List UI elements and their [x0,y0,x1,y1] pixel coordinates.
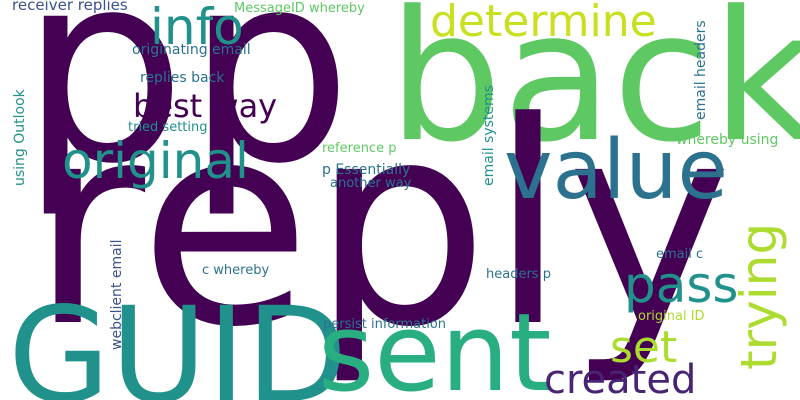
word-p-essentially: p Essentially [322,162,411,178]
word-replies-back: replies back [140,70,225,86]
word-created: created [544,357,697,400]
word-email-headers: email headers [693,20,709,120]
word-p-1: p [20,0,187,221]
word-determine: determine [430,0,657,47]
word-originating-email: originating email [132,42,251,58]
word-set: set [610,322,678,373]
word-another-way: another way [330,176,412,191]
word-tried-setting: tried setting [128,120,208,135]
word-messageid-whereby: MessageID whereby [234,1,365,16]
word-receiver-replies: receiver replies [12,0,128,14]
word-reference-p: reference p [322,141,397,156]
word-c-whereby: c whereby [202,263,270,278]
word-info: info [150,0,244,56]
word-whereby-using: whereby using [676,132,779,148]
word-persist-information: persist information [323,317,447,332]
word-webclient-email: webclient email [109,239,125,350]
word-original: original [62,132,249,190]
word-trying: trying [730,222,788,370]
word-pass: pass [624,256,739,314]
word-email-c: email c [656,247,704,262]
word-email-systems: email systems [481,85,497,186]
word-guid: GUID [8,279,348,400]
word-best-way: best way [133,87,278,125]
word-using-outlook: using Outlook [12,89,28,186]
word-original-id: original ID [638,309,705,324]
word-reply: reply [30,63,733,389]
word-p-2: p [186,0,353,221]
word-back: back [388,0,800,182]
word-headers-p: headers p [486,267,551,282]
word-sent: sent [318,291,552,400]
word-value: value [504,123,728,218]
